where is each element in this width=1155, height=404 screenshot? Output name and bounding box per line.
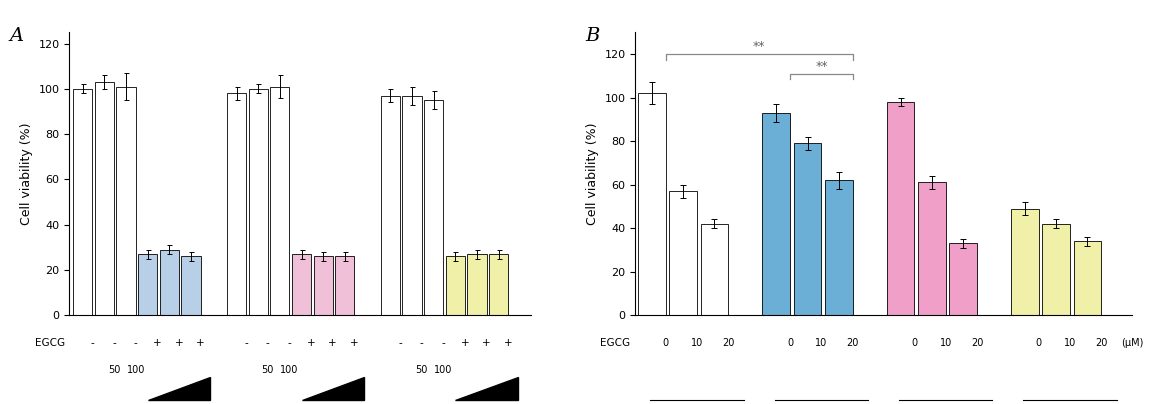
Text: 10: 10 xyxy=(1064,339,1076,348)
Bar xyxy=(181,256,201,315)
Text: +: + xyxy=(461,339,469,348)
Polygon shape xyxy=(455,377,517,400)
Bar xyxy=(95,82,114,315)
Bar xyxy=(335,256,355,315)
Bar xyxy=(468,254,486,315)
Bar xyxy=(313,256,333,315)
Text: 50: 50 xyxy=(416,365,427,375)
Text: -: - xyxy=(266,339,270,348)
Text: +: + xyxy=(307,339,315,348)
Text: -: - xyxy=(441,339,445,348)
Text: -: - xyxy=(419,339,424,348)
Text: EGCG: EGCG xyxy=(35,339,65,348)
Text: +: + xyxy=(504,339,513,348)
Bar xyxy=(762,113,790,315)
Text: 10: 10 xyxy=(815,339,827,348)
Text: -: - xyxy=(245,339,248,348)
Text: 10: 10 xyxy=(691,339,703,348)
Text: 10: 10 xyxy=(940,339,952,348)
Text: 50: 50 xyxy=(262,365,274,375)
Bar xyxy=(117,86,135,315)
Text: +: + xyxy=(328,339,337,348)
Text: 20: 20 xyxy=(722,339,735,348)
Text: 100: 100 xyxy=(126,365,144,375)
Bar xyxy=(270,86,290,315)
Text: -: - xyxy=(112,339,116,348)
Bar xyxy=(638,93,665,315)
Bar xyxy=(825,180,852,315)
Bar xyxy=(1073,241,1102,315)
Bar xyxy=(701,224,729,315)
Bar xyxy=(446,256,465,315)
Y-axis label: Cell viability (%): Cell viability (%) xyxy=(586,122,598,225)
Bar xyxy=(381,96,400,315)
Bar xyxy=(1042,224,1070,315)
Bar xyxy=(949,243,977,315)
Text: (μM): (μM) xyxy=(1122,339,1143,348)
Bar xyxy=(159,250,179,315)
Polygon shape xyxy=(148,377,210,400)
Polygon shape xyxy=(301,377,364,400)
Bar xyxy=(1011,208,1038,315)
Bar xyxy=(669,191,698,315)
Bar xyxy=(793,143,821,315)
Text: -: - xyxy=(288,339,291,348)
Text: 20: 20 xyxy=(1095,339,1108,348)
Text: -: - xyxy=(134,339,137,348)
Text: +: + xyxy=(196,339,204,348)
Text: 100: 100 xyxy=(434,365,453,375)
Text: 20: 20 xyxy=(847,339,859,348)
Bar xyxy=(228,93,246,315)
Text: **: ** xyxy=(753,40,766,53)
Text: 20: 20 xyxy=(971,339,983,348)
Text: 0: 0 xyxy=(911,339,917,348)
Text: A: A xyxy=(9,27,23,45)
Text: +: + xyxy=(350,339,359,348)
Text: B: B xyxy=(586,27,599,45)
Text: 0: 0 xyxy=(1036,339,1042,348)
Bar xyxy=(73,89,92,315)
Text: **: ** xyxy=(815,59,828,73)
Y-axis label: Cell viability (%): Cell viability (%) xyxy=(20,122,32,225)
Bar xyxy=(424,100,444,315)
Text: 0: 0 xyxy=(787,339,793,348)
Text: +: + xyxy=(152,339,162,348)
Bar xyxy=(139,254,157,315)
Bar xyxy=(918,183,946,315)
Text: EGCG: EGCG xyxy=(601,339,631,348)
Bar xyxy=(887,102,915,315)
Bar xyxy=(292,254,311,315)
Text: 100: 100 xyxy=(281,365,299,375)
Text: -: - xyxy=(90,339,95,348)
Text: 50: 50 xyxy=(107,365,120,375)
Bar xyxy=(248,89,268,315)
Text: +: + xyxy=(174,339,184,348)
Text: 0: 0 xyxy=(663,339,669,348)
Text: -: - xyxy=(398,339,402,348)
Bar xyxy=(489,254,508,315)
Bar xyxy=(402,96,422,315)
Text: +: + xyxy=(483,339,491,348)
